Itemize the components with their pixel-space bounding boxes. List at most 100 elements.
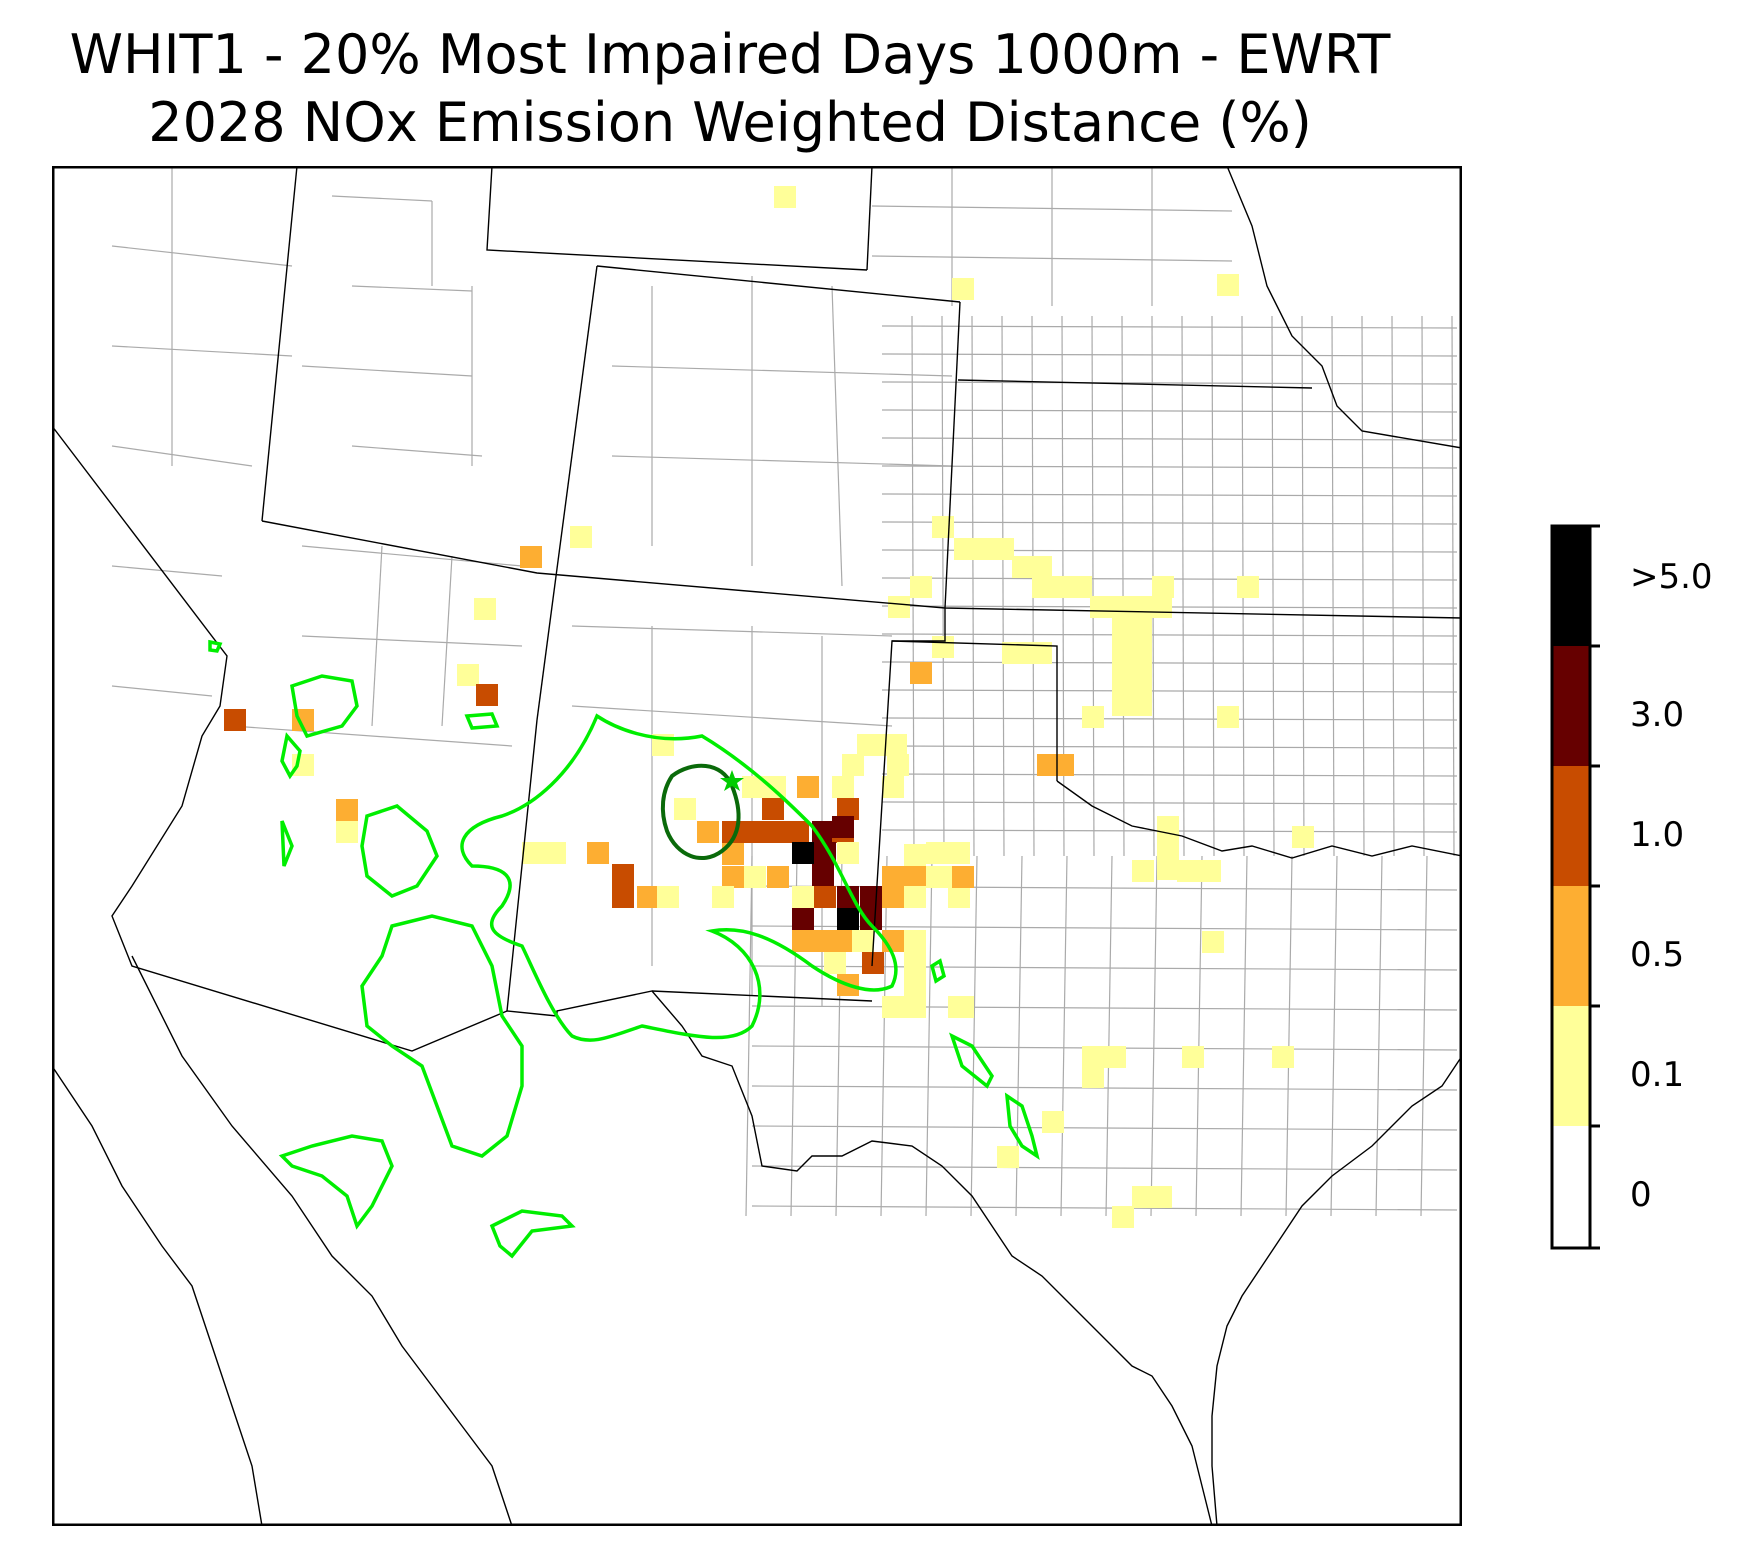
- emission-cell: [1157, 836, 1179, 880]
- emission-cell: [814, 886, 836, 908]
- ok-panhandle-top: [891, 640, 1058, 781]
- county-line: [571, 625, 893, 637]
- emission-cell: [336, 799, 358, 821]
- emission-cell: [1182, 1046, 1204, 1068]
- contour-inner: [660, 763, 741, 861]
- nm-tx-border: [651, 990, 873, 1002]
- emission-cell: [336, 821, 358, 843]
- emission-cell: [474, 598, 496, 620]
- contour-outer-11: [1004, 1092, 1040, 1160]
- emission-cell: [952, 278, 974, 300]
- emission-cell: [674, 798, 696, 820]
- contour-outer-12: [929, 958, 947, 984]
- emission-cell: [852, 930, 874, 952]
- county-line: [1331, 315, 1335, 857]
- emission-cell: [887, 754, 909, 776]
- emission-cell: [904, 996, 926, 1018]
- colorbar-bin-0.1-0.5: [1552, 1006, 1590, 1126]
- emission-cell: [697, 821, 719, 843]
- county-line: [881, 353, 1458, 357]
- emission-cell: [1082, 1046, 1126, 1068]
- county-line: [1421, 315, 1425, 857]
- co-east-border: [944, 301, 961, 609]
- county-line: [941, 315, 945, 857]
- emission-cell: [832, 816, 854, 838]
- county-line: [881, 773, 1458, 777]
- emission-cell: [832, 776, 854, 798]
- contour-outer-3: [464, 712, 500, 730]
- colorado-border: [536, 265, 598, 721]
- emission-cell: [932, 516, 954, 538]
- emission-cell: [837, 886, 859, 908]
- emission-cell: [1002, 642, 1052, 664]
- map-frame: [52, 166, 1462, 1526]
- county-line: [881, 801, 1458, 805]
- contour-outer-2: [290, 674, 359, 739]
- emission-cell: [882, 866, 904, 888]
- red-river: [1056, 780, 1462, 859]
- emission-cell: [762, 798, 784, 820]
- contour-outer-4: [280, 732, 302, 780]
- contour-outer-13: [208, 639, 223, 653]
- emission-cell: [904, 974, 926, 996]
- contour-outer-5: [360, 804, 439, 899]
- emission-cell: [1032, 576, 1092, 598]
- colorbar-label-1: 1.0: [1630, 815, 1685, 855]
- colorbar-label-gt5: >5.0: [1630, 557, 1713, 597]
- emission-cell: [842, 754, 864, 776]
- county-line: [1211, 315, 1215, 857]
- wyoming-border: [486, 166, 868, 271]
- emission-cell: [722, 866, 744, 888]
- map-title-line2: 2028 NOx Emission Weighted Distance (%): [148, 91, 1312, 154]
- baja-peninsula-coast: [52, 1065, 263, 1526]
- emission-cell: [767, 866, 789, 888]
- emission-cell: [224, 709, 246, 731]
- county-line: [751, 1125, 1458, 1131]
- contour-outer: [208, 639, 1040, 1259]
- emission-cell: [814, 842, 836, 864]
- emission-cell: [1132, 1186, 1172, 1208]
- emission-cell: [952, 866, 974, 888]
- county-line: [111, 445, 253, 467]
- map-title-line1: WHIT1 - 20% Most Impaired Days 1000m - E…: [69, 23, 1391, 86]
- county-line: [1285, 855, 1293, 1217]
- missouri-river: [1226, 166, 1462, 449]
- emission-cell: [862, 952, 884, 974]
- emission-cell: [910, 662, 932, 684]
- county-line: [1301, 315, 1305, 857]
- county-line: [1105, 855, 1113, 1217]
- emission-cells: [224, 186, 1314, 1228]
- county-line: [871, 205, 1233, 212]
- county-line: [1181, 315, 1185, 857]
- county-line: [301, 635, 523, 647]
- emission-cell: [522, 842, 566, 864]
- county-line: [881, 493, 1458, 497]
- county-line: [331, 195, 433, 202]
- emission-cell: [882, 886, 904, 908]
- county-line: [301, 365, 473, 377]
- contour-outer-6: [280, 820, 294, 867]
- colorbar-bin-0.5-1.0: [1552, 886, 1590, 1006]
- emission-cell: [812, 864, 834, 886]
- contour-outer-9: [489, 1209, 576, 1259]
- emission-cell: [1237, 576, 1259, 598]
- county-line: [881, 745, 1458, 749]
- map-background: [52, 166, 1462, 1526]
- county-line: [1361, 315, 1365, 857]
- county-line: [881, 661, 1458, 665]
- emission-cell: [1042, 1111, 1064, 1133]
- baja-coast: [131, 955, 513, 1526]
- emission-cell: [1132, 860, 1154, 882]
- county-line: [1060, 855, 1068, 1217]
- four-corners-line: [261, 520, 1462, 619]
- county-line: [611, 455, 953, 467]
- county-line: [351, 445, 483, 457]
- co-ne-border: [866, 166, 873, 271]
- colorbar-label-0: 0: [1630, 1175, 1652, 1215]
- utah-colorado-border: [261, 166, 298, 522]
- emission-cell: [888, 596, 910, 618]
- colorbar-bin-1.0-3.0: [1552, 766, 1590, 886]
- emission-cell: [792, 930, 852, 952]
- emission-cell: [952, 996, 974, 1018]
- map-panel: [52, 166, 1462, 1526]
